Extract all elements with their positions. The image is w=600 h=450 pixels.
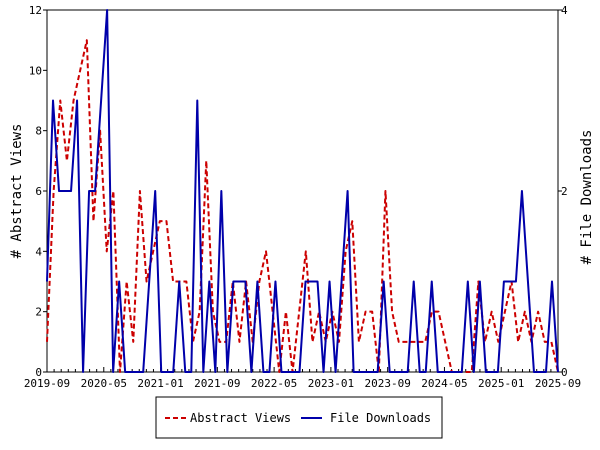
legend-label-file-downloads: File Downloads bbox=[330, 411, 431, 425]
right-tick-label: 2 bbox=[561, 185, 568, 198]
legend-box bbox=[155, 396, 443, 439]
series-lines bbox=[46, 9, 559, 373]
left-tick-label: 4 bbox=[35, 245, 42, 258]
right-axis-title: # File Downloads bbox=[579, 130, 595, 265]
series-line-file-downloads bbox=[46, 9, 559, 373]
x-tick-label: 2022-05 bbox=[251, 377, 297, 390]
x-tick-label: 2024-05 bbox=[421, 377, 467, 390]
left-tick-label: 6 bbox=[35, 185, 42, 198]
x-tick-label: 2025-01 bbox=[478, 377, 524, 390]
x-tick-label: 2021-01 bbox=[137, 377, 183, 390]
left-axis-title: # Abstract Views bbox=[9, 124, 25, 259]
left-tick-label: 8 bbox=[35, 125, 42, 138]
plot-area bbox=[46, 9, 559, 373]
x-tick-label: 2023-09 bbox=[364, 377, 410, 390]
right-tick-label: 0 bbox=[561, 366, 568, 379]
left-tick-label: 10 bbox=[29, 64, 42, 77]
series-line-abstract-views bbox=[46, 39, 559, 373]
legend: Abstract Views File Downloads bbox=[155, 396, 443, 439]
x-tick-label: 2019-09 bbox=[24, 377, 70, 390]
x-tick-label: 2025-09 bbox=[535, 377, 581, 390]
x-axis-tick-labels: 2019-09 2020-05 2021-01 2021-09 2022-05 2023-… bbox=[24, 377, 581, 390]
left-tick-label: 0 bbox=[35, 366, 42, 379]
x-tick-label: 2021-09 bbox=[194, 377, 240, 390]
left-tick-label: 12 bbox=[29, 4, 42, 17]
x-tick-label: 2020-05 bbox=[81, 377, 127, 390]
x-tick-label: 2023-01 bbox=[308, 377, 354, 390]
right-axis-tick-labels: 0 2 4 bbox=[561, 4, 568, 379]
legend-label-abstract-views: Abstract Views bbox=[190, 411, 291, 425]
left-axis-tick-labels: 0 2 4 6 8 10 12 bbox=[29, 4, 43, 379]
right-tick-label: 4 bbox=[561, 4, 568, 17]
left-tick-label: 2 bbox=[35, 306, 42, 319]
